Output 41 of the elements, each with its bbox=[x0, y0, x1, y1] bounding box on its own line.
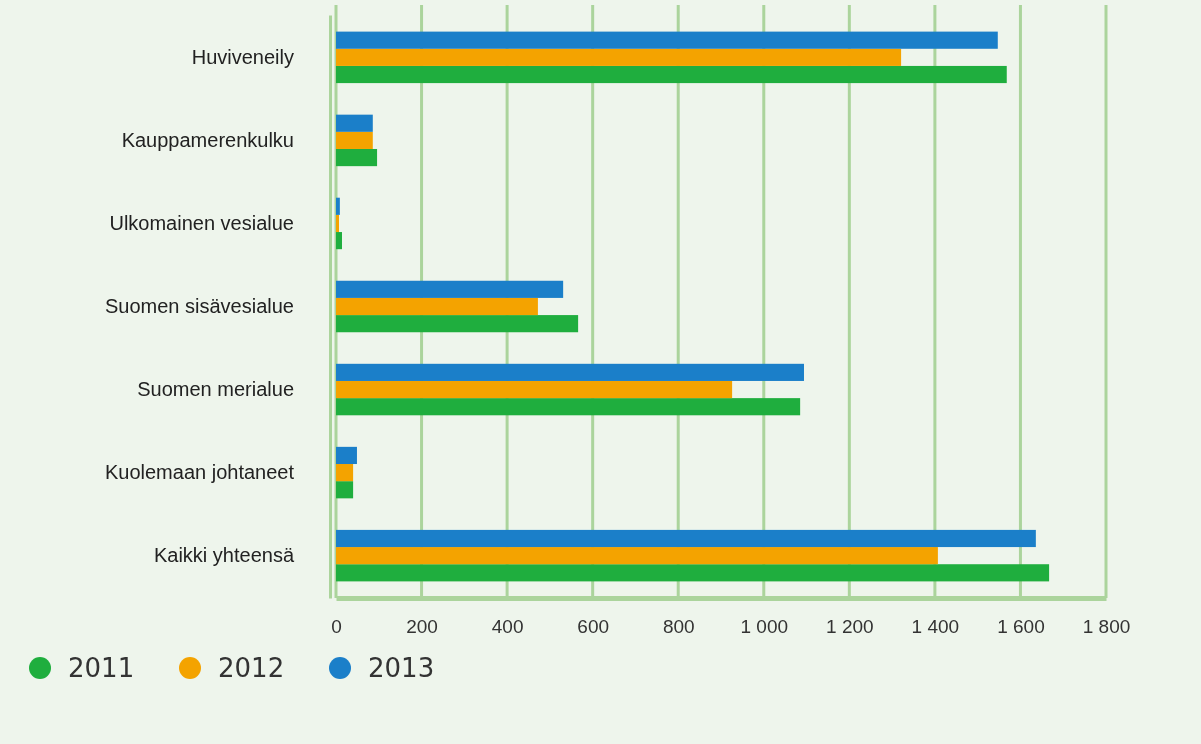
bar bbox=[336, 446, 357, 465]
y-tick-label: Huviveneily bbox=[191, 45, 294, 68]
y-tick-label: Kauppamerenkulku bbox=[121, 128, 294, 151]
legend-label: 2012 bbox=[218, 653, 285, 683]
bar bbox=[336, 48, 902, 66]
bar bbox=[336, 131, 373, 149]
x-tick-label: 600 bbox=[577, 616, 610, 638]
legend-label: 2011 bbox=[68, 653, 135, 683]
bar bbox=[336, 398, 801, 416]
x-tick-label: 1 800 bbox=[1082, 616, 1131, 638]
y-tick-label: Ulkomainen vesialue bbox=[109, 211, 294, 234]
bar bbox=[336, 214, 339, 233]
y-tick-label: Suomen merialue bbox=[137, 377, 294, 400]
x-tick-label: 0 bbox=[331, 616, 342, 638]
x-tick-label: 1 400 bbox=[911, 616, 960, 638]
bar bbox=[336, 380, 733, 399]
bar bbox=[336, 363, 804, 381]
bar bbox=[336, 280, 564, 298]
x-tick-label: 800 bbox=[662, 616, 695, 638]
bar bbox=[336, 232, 342, 250]
bar bbox=[336, 148, 378, 167]
bar bbox=[336, 65, 1007, 84]
bar bbox=[336, 31, 998, 49]
bar bbox=[336, 464, 354, 482]
x-tick-label: 1 200 bbox=[826, 616, 874, 638]
bar bbox=[336, 114, 373, 132]
x-tick-label: 1 000 bbox=[740, 616, 789, 638]
bar bbox=[336, 315, 579, 333]
x-tick-label: 400 bbox=[491, 616, 524, 638]
y-tick-label: Kuolemaan johtaneet bbox=[104, 461, 295, 483]
bar bbox=[336, 481, 354, 499]
bar bbox=[336, 564, 1050, 582]
x-tick-label: 200 bbox=[406, 616, 438, 638]
bar bbox=[336, 547, 938, 565]
bar bbox=[336, 297, 538, 316]
y-tick-label: Kaikki yhteensä bbox=[153, 544, 295, 567]
bar bbox=[336, 197, 340, 215]
x-tick-label: 1 600 bbox=[997, 616, 1045, 638]
y-tick-label: Suomen sisävesialue bbox=[105, 294, 294, 317]
legend-label: 2013 bbox=[368, 653, 435, 683]
bar bbox=[336, 529, 1036, 548]
